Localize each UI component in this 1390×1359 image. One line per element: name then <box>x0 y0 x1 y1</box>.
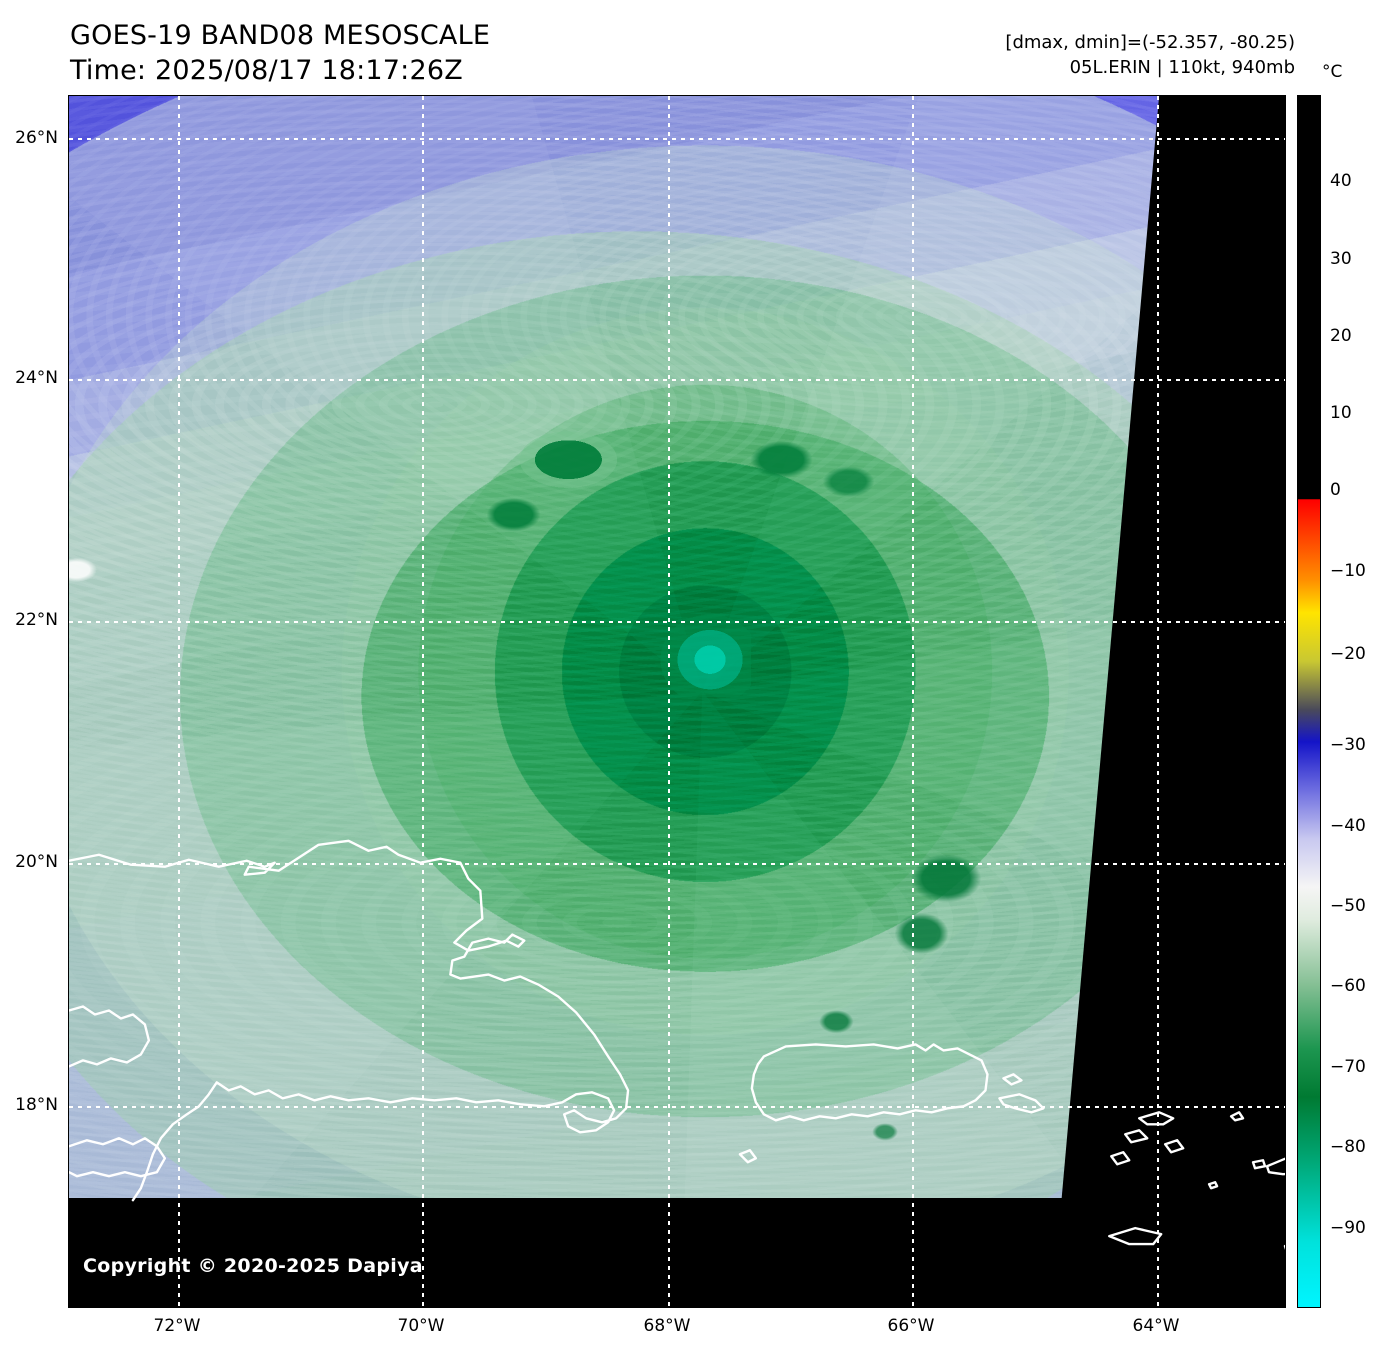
plot-inner: Copyright © 2020-2025 Dapiya <box>69 96 1285 1307</box>
storm-info-label: 05L.ERIN | 110kt, 940mb <box>1069 57 1295 78</box>
grid-line-lon-64 <box>1157 96 1159 1307</box>
y-tick-label: 22°N <box>15 610 58 630</box>
title-block: GOES-19 BAND08 MESOSCALE Time: 2025/08/1… <box>70 18 490 88</box>
hurricane-eye <box>659 613 752 697</box>
colorbar-tick: 0 <box>1330 480 1341 500</box>
colorbar-tick: 10 <box>1330 403 1352 423</box>
colorbar-tick: −90 <box>1330 1218 1366 1238</box>
colorbar-tick: −30 <box>1330 735 1366 755</box>
colorbar-gradient <box>1298 96 1320 1307</box>
colorbar-unit-label: °C <box>1322 62 1343 82</box>
x-tick-label: 70°W <box>397 1316 445 1336</box>
y-tick-label: 24°N <box>15 368 58 388</box>
colorbar-tick: 40 <box>1330 171 1352 191</box>
colorbar-tick: −80 <box>1330 1137 1366 1157</box>
colorbar-tick: 20 <box>1330 326 1352 346</box>
colorbar-tick: −50 <box>1330 896 1366 916</box>
x-tick-label: 72°W <box>153 1316 201 1336</box>
y-tick-label: 18°N <box>15 1095 58 1115</box>
colorbar-tick: 30 <box>1330 249 1352 269</box>
y-tick-label: 26°N <box>15 128 58 148</box>
copyright-label: Copyright © 2020-2025 Dapiya <box>83 1255 423 1277</box>
satellite-image-plot[interactable]: Copyright © 2020-2025 Dapiya <box>68 95 1286 1308</box>
temperature-colorbar[interactable] <box>1297 95 1321 1308</box>
colorbar-tick: −20 <box>1330 644 1366 664</box>
x-tick-label: 66°W <box>887 1316 935 1336</box>
colorbar-tick: −40 <box>1330 816 1366 836</box>
metadata-block: [dmax, dmin]=(-52.357, -80.25) 05L.ERIN … <box>1005 30 1295 80</box>
colorbar-tick: −10 <box>1330 561 1366 581</box>
y-tick-label: 20°N <box>15 852 58 872</box>
x-tick-label: 64°W <box>1132 1316 1180 1336</box>
x-tick-label: 68°W <box>643 1316 691 1336</box>
dmax-dmin-label: [dmax, dmin]=(-52.357, -80.25) <box>1005 32 1295 53</box>
satellite-imagery-layer <box>69 96 1160 1198</box>
timestamp-label: Time: 2025/08/17 18:17:26Z <box>70 55 463 86</box>
colorbar-tick: −60 <box>1330 976 1366 996</box>
colorbar-tick: −70 <box>1330 1057 1366 1077</box>
page-title: GOES-19 BAND08 MESOSCALE <box>70 20 491 51</box>
